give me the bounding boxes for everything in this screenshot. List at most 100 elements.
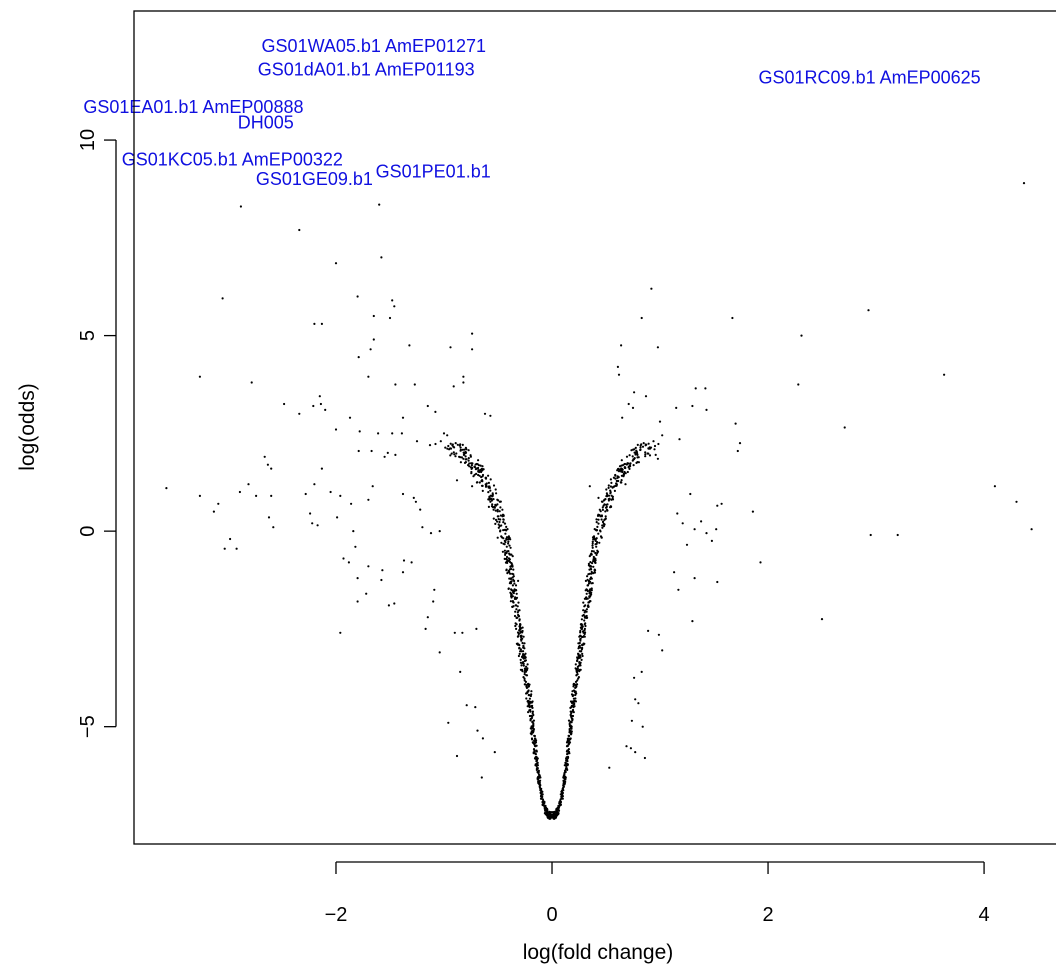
data-point (526, 663, 529, 666)
data-point (800, 334, 803, 337)
data-point (594, 559, 597, 562)
data-point (473, 473, 476, 476)
data-point (502, 542, 505, 545)
data-point (494, 522, 497, 526)
data-point (480, 479, 483, 482)
data-point (578, 655, 581, 659)
data-point (247, 483, 250, 486)
data-point (634, 453, 637, 456)
data-point (574, 697, 577, 700)
data-point (530, 732, 533, 735)
data-point (516, 631, 520, 634)
data-point (601, 520, 605, 524)
data-point (198, 494, 201, 497)
data-point (519, 648, 523, 651)
data-point (620, 344, 623, 347)
data-point (489, 489, 492, 492)
data-point (512, 568, 515, 571)
data-point (474, 468, 477, 471)
data-point (715, 528, 718, 531)
data-point (367, 375, 370, 378)
data-point (536, 761, 539, 765)
data-point (410, 561, 413, 564)
data-point (494, 509, 497, 512)
data-point (633, 391, 636, 394)
data-point (993, 485, 997, 488)
data-point (468, 462, 471, 465)
data-point (637, 456, 640, 459)
data-point (507, 557, 510, 560)
data-point (568, 725, 572, 728)
data-point (454, 455, 457, 458)
data-point (633, 676, 636, 679)
data-point (380, 256, 383, 259)
data-point (540, 789, 543, 792)
data-point (636, 453, 639, 456)
data-point (581, 614, 584, 617)
data-point (506, 559, 509, 562)
data-point (598, 541, 601, 544)
data-point (591, 542, 594, 545)
data-point (350, 502, 353, 505)
data-point (548, 810, 551, 813)
data-point (485, 482, 488, 485)
data-point (590, 565, 593, 568)
data-point (263, 455, 266, 458)
data-point (579, 634, 582, 637)
data-point (599, 530, 602, 533)
data-point (357, 356, 360, 359)
data-point (564, 761, 567, 765)
data-point (573, 683, 576, 686)
data-point (464, 446, 467, 449)
data-point (229, 537, 232, 541)
data-point (320, 467, 323, 470)
data-point (508, 577, 511, 580)
data-point (511, 584, 514, 587)
data-point (843, 426, 846, 429)
data-point (537, 772, 540, 775)
data-point (583, 616, 587, 619)
data-point (514, 622, 517, 625)
data-point (487, 486, 490, 489)
data-point (608, 497, 611, 500)
data-point (545, 809, 548, 812)
y-axis-label: log(odds) (16, 383, 39, 471)
gene-label: GS01EA01.b1 AmEP00888 (83, 97, 303, 117)
data-point (565, 767, 568, 770)
data-point (469, 455, 472, 458)
data-point (525, 697, 528, 700)
data-point (492, 498, 495, 501)
data-point (596, 541, 599, 544)
data-point (610, 498, 613, 501)
data-point (491, 492, 494, 495)
data-point (493, 505, 496, 508)
data-point (477, 466, 480, 470)
data-point (471, 485, 474, 488)
data-point (527, 711, 530, 714)
data-point (523, 673, 526, 676)
data-point (533, 750, 536, 753)
data-point (500, 536, 504, 539)
data-point (496, 508, 499, 511)
data-point (586, 578, 589, 581)
data-point (518, 647, 521, 650)
data-point (523, 655, 526, 659)
data-point (515, 608, 518, 611)
data-point (607, 494, 611, 497)
data-point (586, 584, 590, 587)
data-point (1022, 182, 1026, 185)
data-point (678, 438, 681, 441)
data-point (572, 685, 575, 688)
data-point (511, 600, 514, 603)
data-point (647, 447, 650, 450)
data-point (621, 416, 624, 419)
data-point (470, 462, 473, 465)
data-point (499, 500, 502, 503)
data-point (604, 510, 607, 513)
x-axis-label: log(fold change) (523, 941, 674, 964)
gene-label: GS01RC09.b1 AmEP00625 (759, 68, 981, 88)
data-point (509, 591, 512, 594)
data-point (593, 569, 596, 573)
data-point (538, 786, 542, 790)
